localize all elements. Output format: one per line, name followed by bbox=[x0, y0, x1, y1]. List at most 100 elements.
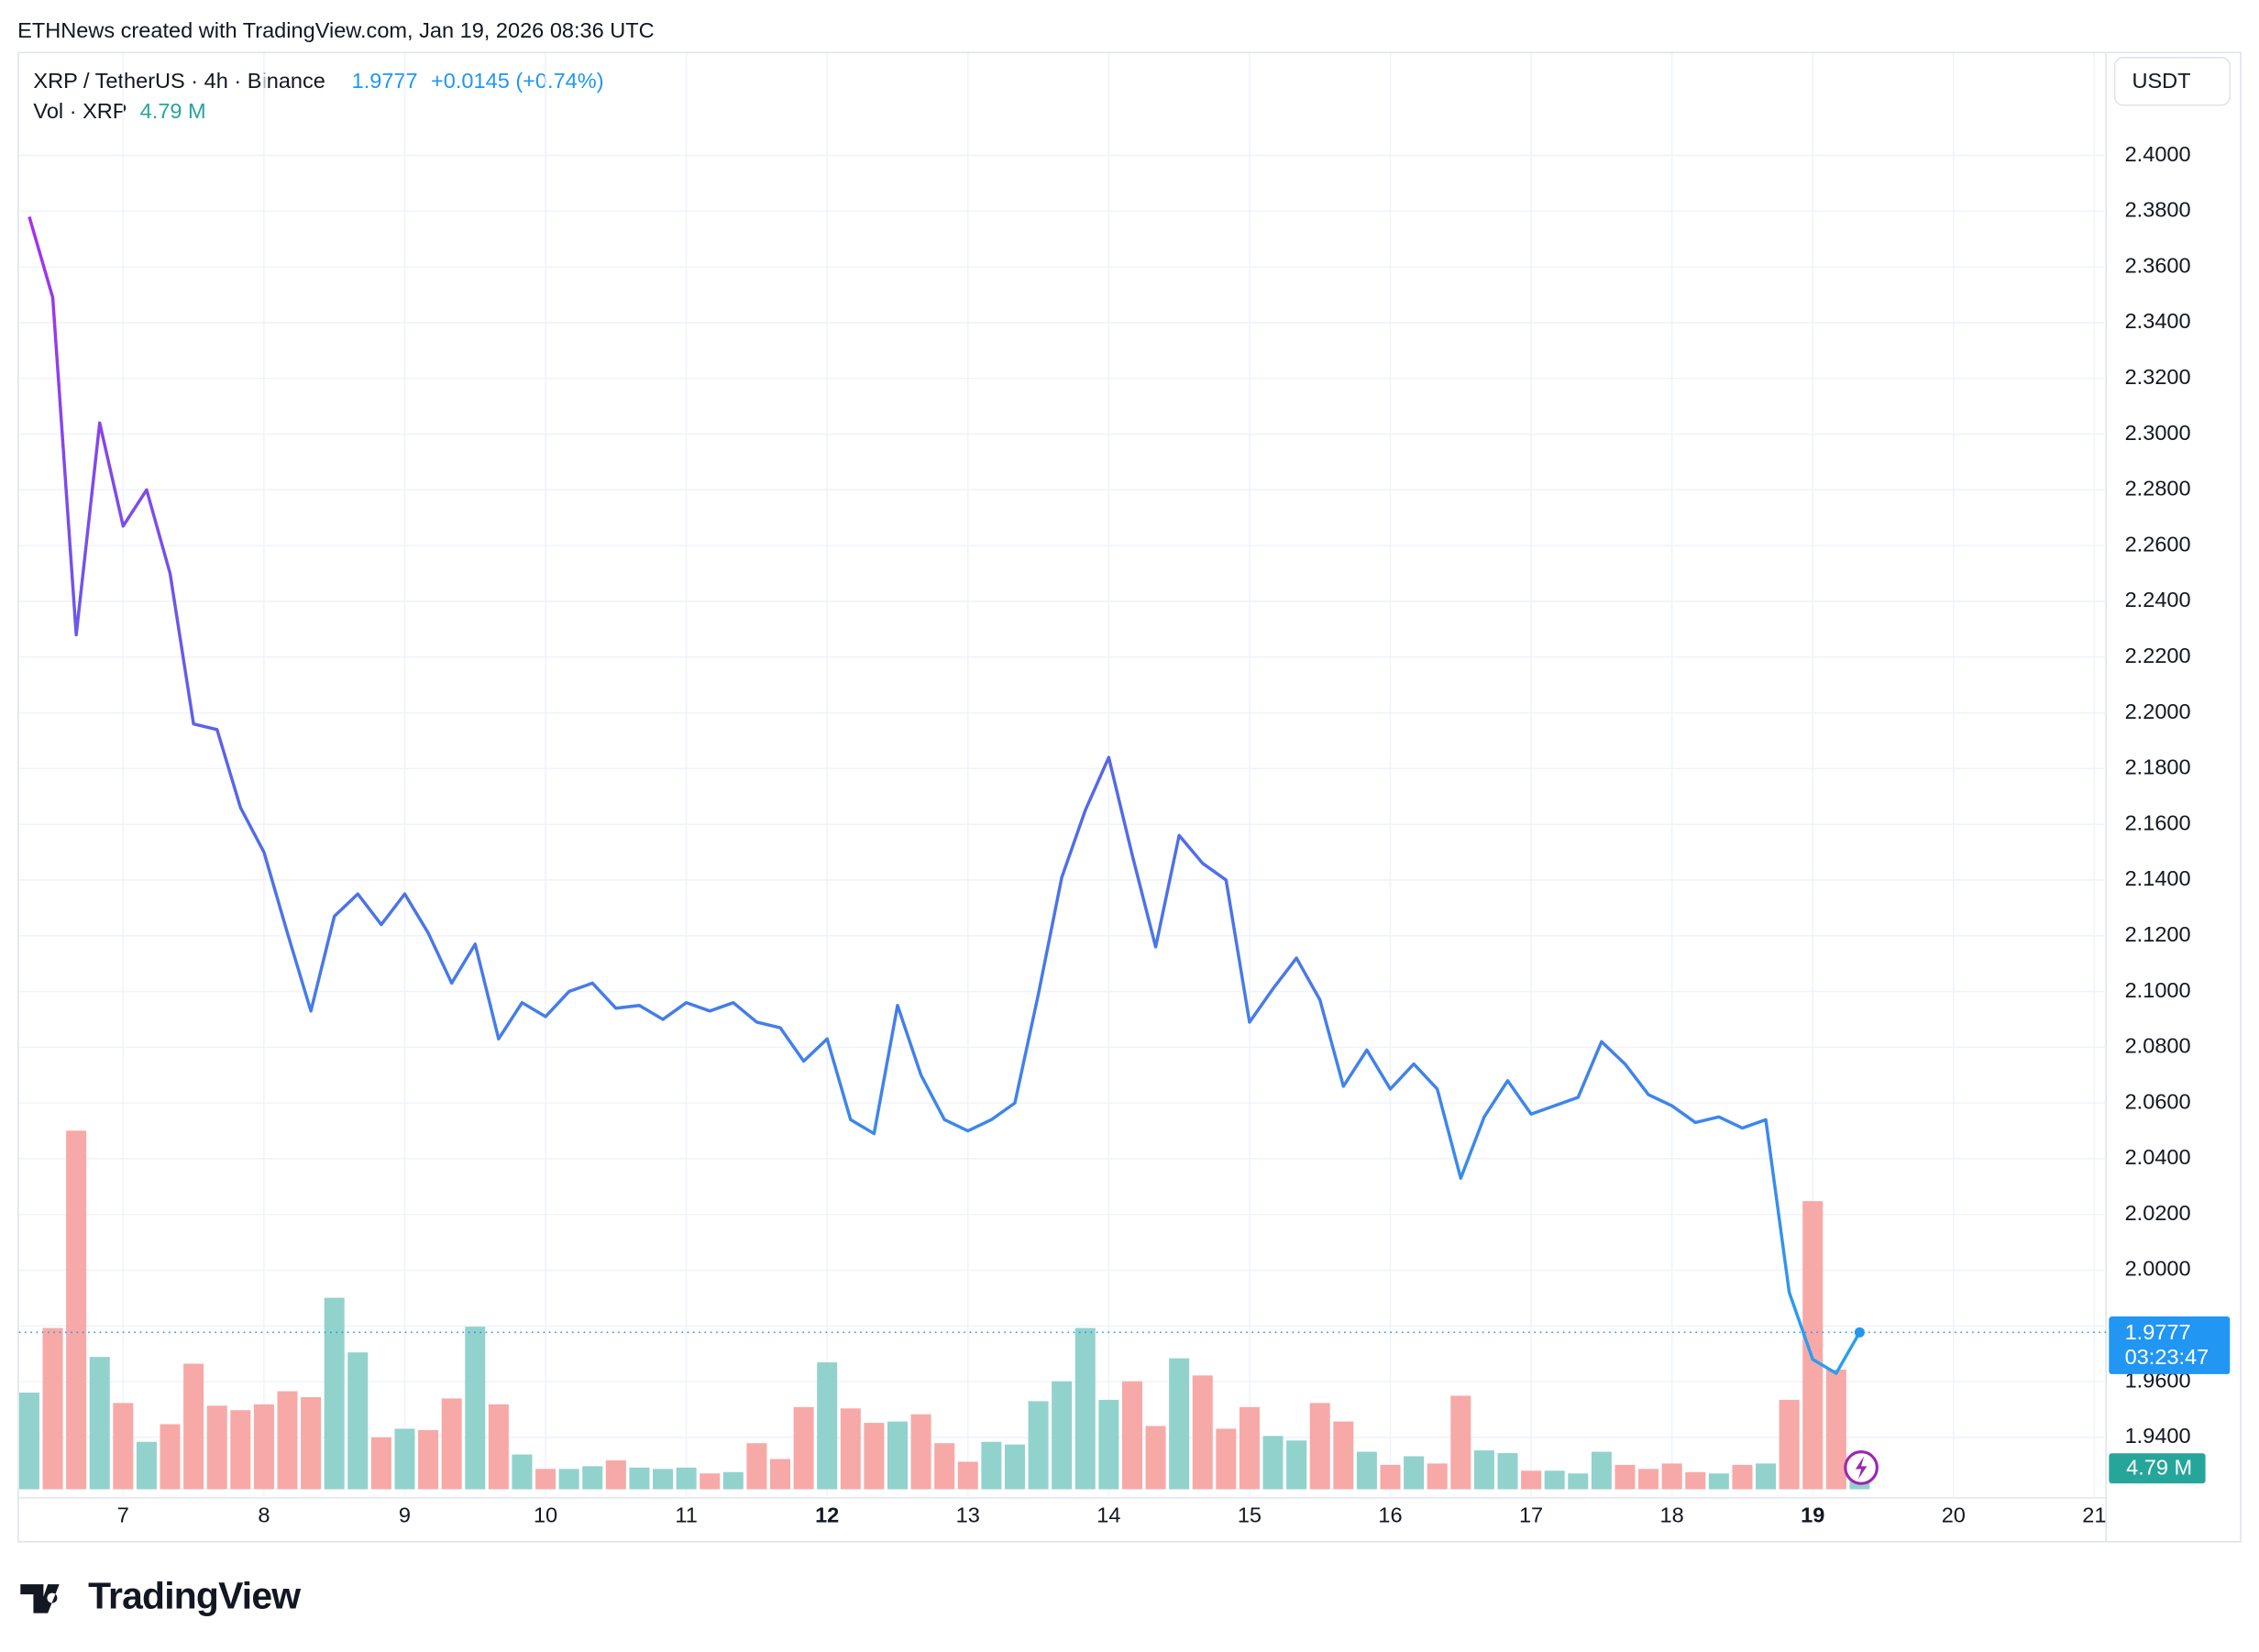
volume-bar bbox=[1028, 1401, 1049, 1490]
x-tick-label: 16 bbox=[1378, 1503, 1402, 1527]
x-tick-label: 21 bbox=[2082, 1503, 2106, 1527]
icon-bolt[interactable] bbox=[1855, 1456, 1868, 1480]
volume-bar bbox=[1145, 1426, 1166, 1490]
volume-bar bbox=[629, 1467, 650, 1490]
volume-bar bbox=[1497, 1453, 1518, 1490]
currency-button[interactable] bbox=[2113, 57, 2231, 106]
volume-bar bbox=[1052, 1381, 1073, 1490]
volume-bar bbox=[183, 1363, 204, 1490]
volume-bar bbox=[1074, 1327, 1096, 1490]
volume-bar bbox=[582, 1466, 603, 1490]
volume-bar bbox=[370, 1437, 391, 1490]
volume-bar bbox=[1333, 1421, 1354, 1490]
x-tick-label: 11 bbox=[675, 1503, 697, 1527]
price-tag-label: 1.9777 bbox=[2125, 1320, 2191, 1344]
volume-bar bbox=[1779, 1399, 1800, 1490]
x-tick-label: 7 bbox=[117, 1503, 129, 1527]
volume-bar bbox=[1473, 1450, 1494, 1490]
y-tick-label: 2.1600 bbox=[2125, 810, 2191, 834]
logo-mark bbox=[20, 1584, 60, 1613]
volume-bar bbox=[1309, 1403, 1330, 1490]
volume-bar bbox=[1356, 1451, 1377, 1490]
symbol-title: XRP / TetherUS · 4h · Binance bbox=[33, 69, 325, 93]
volume-bar bbox=[89, 1357, 110, 1490]
volume-bar bbox=[1825, 1369, 1846, 1490]
volume-bar bbox=[1568, 1473, 1589, 1490]
price-change: +0.0145 (+0.74%) bbox=[431, 69, 604, 93]
y-tick-label: 1.9400 bbox=[2125, 1424, 2191, 1448]
x-tick-label: 13 bbox=[956, 1503, 980, 1527]
volume-bar bbox=[1521, 1470, 1542, 1490]
volume-bar bbox=[1732, 1464, 1753, 1490]
x-tick-label: 15 bbox=[1238, 1503, 1262, 1527]
currency-label[interactable]: USDT bbox=[2132, 69, 2190, 93]
brand-logo: TradingView bbox=[20, 1575, 302, 1617]
volume-value: 4.79 M bbox=[140, 99, 206, 123]
volume-bar bbox=[1544, 1470, 1565, 1490]
y-tick-label: 2.2800 bbox=[2125, 477, 2191, 501]
volume-bar bbox=[840, 1408, 861, 1490]
volume-bar bbox=[301, 1396, 322, 1490]
chart-frame bbox=[17, 51, 2242, 1543]
y-tick-label: 2.1200 bbox=[2125, 922, 2191, 946]
y-tick-label: 2.0200 bbox=[2125, 1201, 2191, 1225]
y-tick-label: 2.0000 bbox=[2125, 1257, 2191, 1281]
countdown-label: 03:23:47 bbox=[2125, 1345, 2209, 1369]
x-tick-label: 10 bbox=[534, 1503, 557, 1527]
y-tick-label: 2.3800 bbox=[2125, 198, 2191, 222]
volume-bar bbox=[418, 1429, 439, 1490]
volume-bar bbox=[1614, 1464, 1636, 1490]
volume-bar bbox=[1404, 1456, 1425, 1490]
last-point bbox=[1854, 1327, 1865, 1338]
volume-bar bbox=[324, 1297, 345, 1490]
y-tick-label: 2.4000 bbox=[2125, 142, 2191, 166]
volume-title: Vol · XRP bbox=[33, 99, 127, 123]
volume-bar bbox=[1708, 1473, 1729, 1490]
volume-bar bbox=[1450, 1395, 1471, 1490]
x-tick-label: 20 bbox=[1942, 1503, 1966, 1527]
x-tick-label: 8 bbox=[258, 1503, 270, 1527]
price-tag bbox=[2109, 1316, 2231, 1374]
volume-bar bbox=[817, 1362, 838, 1490]
volume-bar bbox=[136, 1441, 157, 1490]
volume-bar bbox=[700, 1473, 721, 1490]
volume-tag-label: 4.79 M bbox=[2126, 1456, 2192, 1480]
x-tick-label: 17 bbox=[1519, 1503, 1543, 1527]
volume-bar bbox=[230, 1410, 251, 1490]
volume-bar bbox=[66, 1130, 87, 1490]
volume-bar bbox=[253, 1404, 274, 1490]
y-tick-label: 2.3400 bbox=[2125, 309, 2191, 333]
x-tick-label: 14 bbox=[1096, 1503, 1120, 1527]
y-tick-label: 2.0600 bbox=[2125, 1089, 2191, 1113]
lightning-icon[interactable] bbox=[1844, 1450, 1879, 1485]
y-tick-label: 2.2400 bbox=[2125, 588, 2191, 611]
volume-bar bbox=[1262, 1436, 1284, 1490]
y-tick-label: 2.2200 bbox=[2125, 644, 2191, 667]
volume-bar bbox=[1661, 1463, 1682, 1490]
volume-bar bbox=[1121, 1381, 1142, 1490]
y-tick-label: 2.0800 bbox=[2125, 1034, 2191, 1058]
volume-bar bbox=[558, 1469, 579, 1490]
volume-bar bbox=[957, 1461, 978, 1490]
volume-bar bbox=[605, 1459, 626, 1490]
volume-bar bbox=[465, 1327, 486, 1490]
volume-bar bbox=[1427, 1463, 1448, 1490]
volume-bar bbox=[1004, 1444, 1025, 1490]
volume-bar bbox=[206, 1405, 227, 1490]
volume-bar bbox=[1380, 1464, 1401, 1490]
volume-bar bbox=[934, 1443, 955, 1490]
volume-bar bbox=[488, 1404, 509, 1490]
volume-bar bbox=[1239, 1406, 1260, 1490]
volume-bar bbox=[1169, 1358, 1190, 1490]
volume-bar bbox=[746, 1443, 767, 1490]
volume-bar bbox=[113, 1403, 134, 1490]
volume-bar bbox=[1685, 1471, 1706, 1490]
y-tick-label: 2.1000 bbox=[2125, 978, 2191, 1002]
volume-bar bbox=[1216, 1428, 1237, 1490]
volume-bar bbox=[676, 1467, 697, 1490]
y-tick-label: 2.2000 bbox=[2125, 699, 2191, 723]
volume-bar bbox=[1098, 1399, 1119, 1490]
